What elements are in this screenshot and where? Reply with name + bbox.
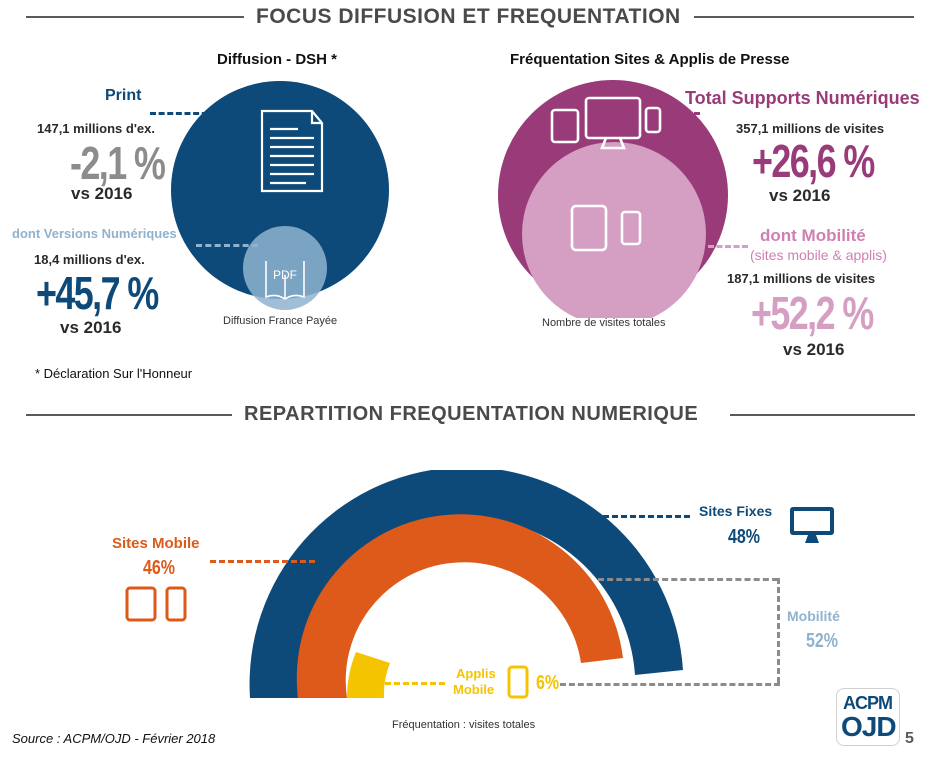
- repartition-arcs: [249, 470, 683, 698]
- bottom-banner-title: REPARTITION FREQUENTATION NUMERIQUE: [244, 403, 699, 425]
- digital-version-circle: [243, 226, 327, 310]
- numeric-label: dont Versions Numériques: [12, 226, 177, 241]
- top-banner-line-right: [694, 16, 914, 18]
- source-text: Source : ACPM/OJD - Février 2018: [12, 731, 216, 746]
- bottom-banner-line-right: [730, 414, 915, 416]
- mobile-volume: 187,1 millions de visites: [727, 271, 876, 286]
- numeric-connector: [196, 244, 258, 247]
- applis-label-line2: Mobile: [453, 682, 495, 697]
- sites-mobile-arc: [296, 514, 623, 698]
- pdf-label: PDF: [273, 268, 297, 282]
- mobile-sublabel: (sites mobile & applis): [750, 247, 887, 263]
- logo-bottom-text: OJD: [841, 711, 897, 742]
- mobile-connector: [708, 245, 748, 248]
- mobile-circle: [522, 142, 706, 318]
- sites-fixes-arc: [249, 470, 683, 698]
- print-change: -2,1 %: [70, 137, 166, 189]
- sites-fixes-pct: 48%: [728, 526, 761, 548]
- tablet-phone-icon: [125, 586, 187, 622]
- mobile-label: dont Mobilité: [760, 226, 866, 245]
- numeric-change: +45,7 %: [36, 267, 159, 319]
- diffusion-caption: Diffusion France Payée: [223, 315, 338, 327]
- total-change: +26,6 %: [752, 135, 875, 187]
- sites-fixes-connector: [585, 515, 690, 518]
- mobilite-connector-vertical: [777, 578, 780, 683]
- print-label: Print: [105, 87, 142, 104]
- repartition-caption: Fréquentation : visites totales: [392, 719, 536, 731]
- mobilite-pct: 52%: [806, 630, 839, 652]
- total-vs: vs 2016: [769, 186, 831, 205]
- frequentation-caption: Nombre de visites totales: [542, 317, 666, 329]
- total-label: Total Supports Numériques: [685, 88, 920, 108]
- numeric-vs: vs 2016: [60, 318, 122, 337]
- acpm-ojd-logo: ACPM OJD: [836, 688, 900, 746]
- diffusion-footnote: * Déclaration Sur l'Honneur: [35, 366, 193, 381]
- bottom-banner-line-left: [26, 414, 232, 416]
- devices-icon: [550, 96, 662, 150]
- applis-pct: 6%: [536, 672, 560, 694]
- applis-label-line1: Applis: [456, 666, 496, 681]
- print-connector: [150, 112, 225, 115]
- sites-mobile-pct: 46%: [143, 557, 176, 579]
- applis-connector: [385, 682, 445, 685]
- logo-top-text: ACPM: [843, 693, 893, 713]
- top-banner-title: FOCUS DIFFUSION ET FREQUENTATION: [256, 5, 681, 28]
- mobilite-connector-bottom: [560, 683, 780, 686]
- desktop-icon: [790, 507, 834, 543]
- page-number: 5: [905, 730, 914, 747]
- mobile-devices-icon: [570, 204, 642, 252]
- document-icon: [260, 109, 324, 193]
- top-banner-line-left: [26, 16, 244, 18]
- diffusion-circles: PDF: [171, 81, 389, 310]
- sites-mobile-label: Sites Mobile: [112, 535, 200, 552]
- numeric-volume: 18,4 millions d'ex.: [34, 252, 145, 267]
- print-vs: vs 2016: [71, 184, 133, 203]
- mobile-vs: vs 2016: [783, 340, 845, 359]
- sites-mobile-connector: [210, 560, 315, 563]
- mobilite-label: Mobilité: [787, 608, 840, 624]
- mobilite-connector-top: [598, 578, 778, 581]
- frequentation-title: Fréquentation Sites & Applis de Presse: [510, 51, 790, 68]
- applis-phone-icon: [507, 665, 529, 699]
- total-volume: 357,1 millions de visites: [736, 121, 885, 136]
- applis-arc: [346, 652, 390, 698]
- print-volume: 147,1 millions d'ex.: [37, 121, 155, 136]
- sites-fixes-label: Sites Fixes: [699, 503, 773, 519]
- diffusion-title: Diffusion - DSH *: [217, 51, 337, 68]
- frequentation-circles: [498, 80, 728, 318]
- mobile-change: +52,2 %: [751, 287, 874, 339]
- pdf-book-icon: [265, 261, 305, 300]
- total-connector: [682, 112, 700, 115]
